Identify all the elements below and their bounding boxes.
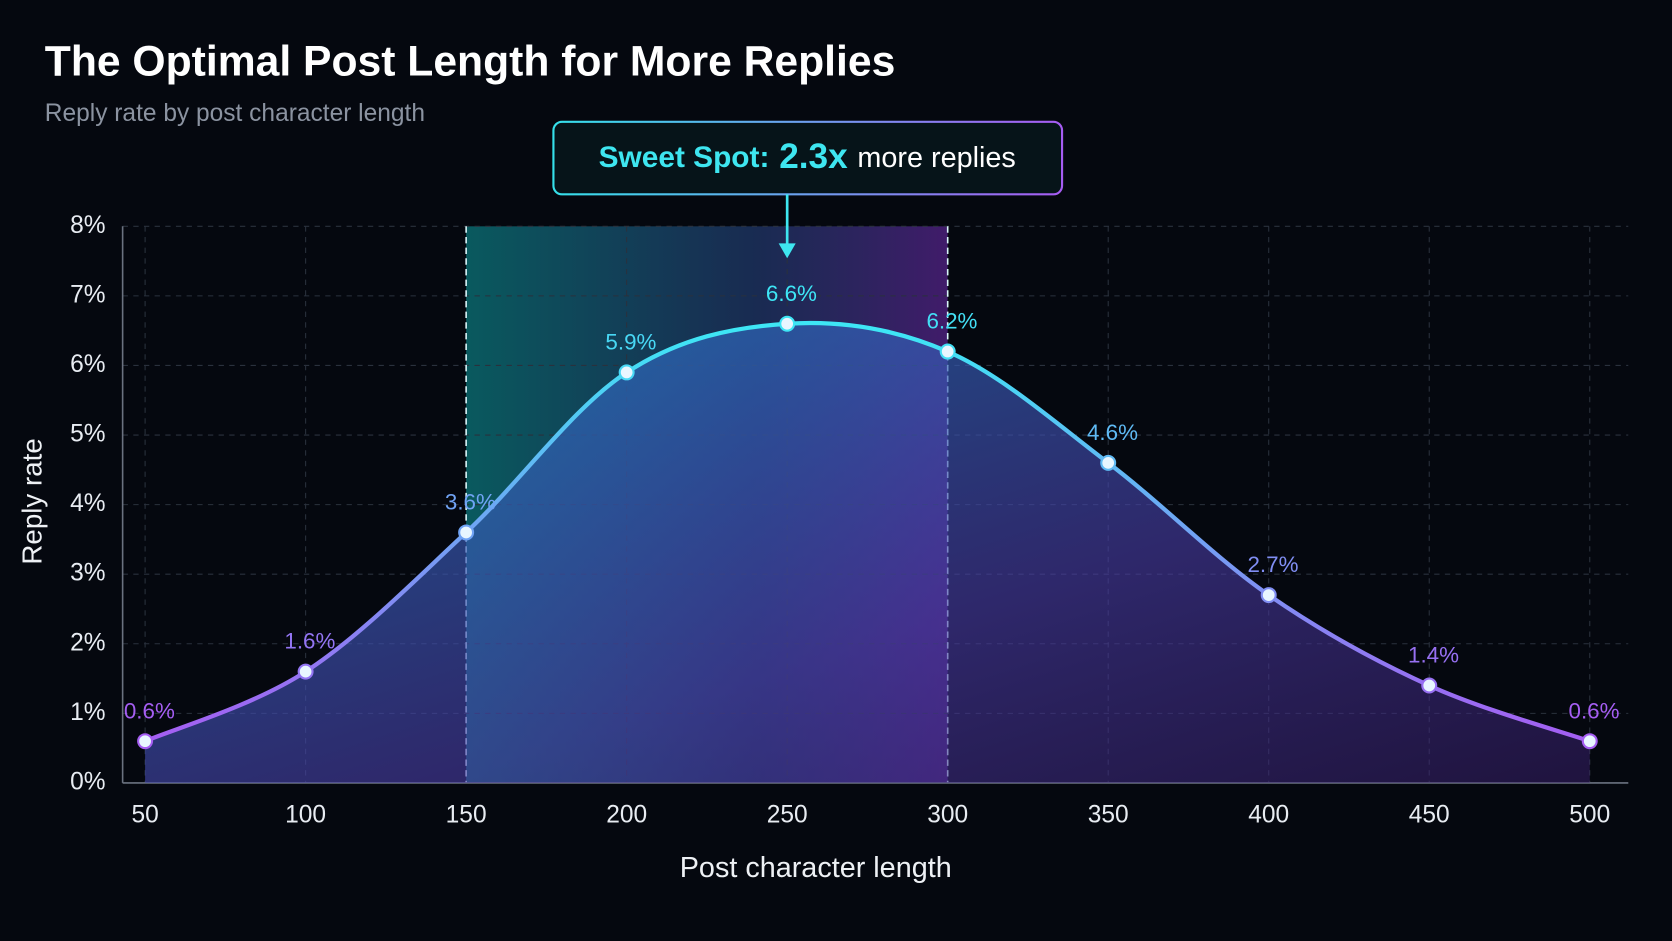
x-tick-label: 100 xyxy=(285,801,326,828)
data-label: 4.6% xyxy=(1087,420,1138,445)
data-label: 1.4% xyxy=(1408,643,1459,668)
data-label: 3.6% xyxy=(445,490,496,515)
data-point xyxy=(458,524,475,541)
annotation-text: Sweet Spot: 2.3x more replies xyxy=(599,137,1016,176)
x-tick-label: 300 xyxy=(927,801,968,828)
data-label: 5.9% xyxy=(605,330,656,355)
annotation-note: more replies xyxy=(857,142,1015,174)
x-axis-label: Post character length xyxy=(680,852,952,884)
y-tick-label: 7% xyxy=(70,281,105,308)
x-tick-label: 50 xyxy=(131,801,158,828)
data-point xyxy=(1100,454,1117,471)
x-tick-label: 250 xyxy=(767,801,808,828)
data-point xyxy=(297,663,314,680)
annotation-label: Sweet Spot: xyxy=(599,141,770,174)
chart-title: The Optimal Post Length for More Replies xyxy=(45,37,896,85)
y-tick-label: 5% xyxy=(70,421,105,448)
x-tick-label: 500 xyxy=(1569,801,1610,828)
data-label: 0.6% xyxy=(1569,698,1620,723)
data-label: 1.6% xyxy=(284,629,335,654)
y-tick-label: 0% xyxy=(70,768,105,795)
x-tick-label: 450 xyxy=(1409,801,1450,828)
data-point xyxy=(137,733,154,750)
data-point xyxy=(1421,677,1438,694)
data-label: 6.2% xyxy=(926,309,977,334)
data-point xyxy=(779,315,796,332)
y-tick-label: 3% xyxy=(70,560,105,587)
area xyxy=(145,322,1590,783)
annotation-value: 2.3x xyxy=(769,137,857,176)
y-tick-label: 4% xyxy=(70,490,105,517)
data-point xyxy=(1581,733,1598,750)
data-point xyxy=(618,364,635,381)
annotation-arrowhead xyxy=(778,243,796,259)
y-tick-label: 2% xyxy=(70,629,105,656)
y-tick-label: 6% xyxy=(70,351,105,378)
data-label: 6.6% xyxy=(766,281,817,306)
data-label: 0.6% xyxy=(124,698,175,723)
line xyxy=(142,320,1592,744)
x-tick-label: 150 xyxy=(446,801,487,828)
y-axis-label: Reply rate xyxy=(16,438,47,564)
x-tick-label: 350 xyxy=(1088,801,1129,828)
data-label: 2.7% xyxy=(1247,552,1298,577)
chart-subtitle: Reply rate by post character length xyxy=(45,100,425,127)
annotation-box xyxy=(552,120,1064,196)
x-tick-label: 200 xyxy=(606,801,647,828)
y-tick-label: 8% xyxy=(70,212,105,239)
x-tick-label: 400 xyxy=(1248,801,1289,828)
data-point xyxy=(939,343,956,360)
y-tick-label: 1% xyxy=(70,699,105,726)
data-point xyxy=(1260,587,1277,604)
